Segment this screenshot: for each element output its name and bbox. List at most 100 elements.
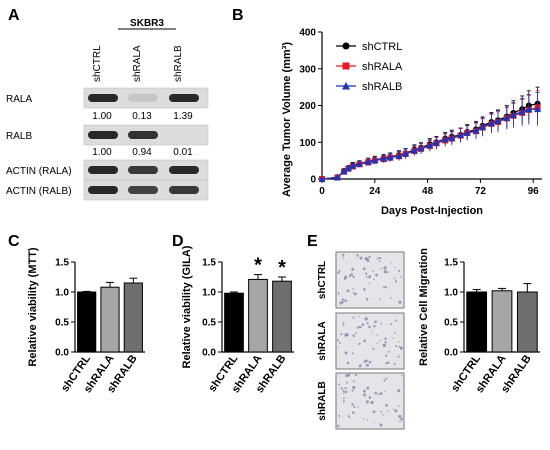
cell-dot xyxy=(364,272,368,275)
cell-dot xyxy=(358,342,361,346)
cell-dot xyxy=(380,322,383,325)
data-point xyxy=(534,105,542,113)
cell-dot xyxy=(365,298,369,301)
cell-dot xyxy=(373,324,376,328)
cell-dot xyxy=(340,333,343,336)
cell-dot xyxy=(362,267,366,271)
cell-dot xyxy=(361,323,365,326)
cell-dot xyxy=(393,277,396,280)
western-blot-panel: SKBR3 shCTRL shRALA shRALB RALA 1.00 0.13 1.3… xyxy=(6,18,209,201)
data-point xyxy=(426,141,434,149)
cell-dot xyxy=(379,298,382,301)
cell-line-label: SKBR3 xyxy=(130,18,164,29)
blot-band xyxy=(128,94,158,102)
y-axis-label: Relative Cell Migration xyxy=(418,248,430,366)
cell-dot xyxy=(383,379,386,382)
cell-dot xyxy=(383,269,387,274)
cell-dot xyxy=(339,301,343,305)
y-tick-label: 1.0 xyxy=(444,288,458,299)
data-point xyxy=(355,160,363,167)
cell-dot xyxy=(373,278,375,281)
cell-dot xyxy=(386,271,389,274)
cell-dot xyxy=(358,364,362,368)
x-tick-label: 72 xyxy=(475,186,487,197)
data-point xyxy=(525,105,533,113)
y-tick-label: 0.0 xyxy=(202,348,216,359)
blot-band xyxy=(169,166,199,174)
image-label: shCTRL xyxy=(317,261,328,299)
y-tick-label: 1.5 xyxy=(202,258,216,269)
x-axis-label: Days Post-Injection xyxy=(381,205,483,217)
bar xyxy=(248,278,268,353)
cell-dot xyxy=(353,405,356,409)
cell-dot xyxy=(387,410,389,412)
cell-dot xyxy=(390,262,392,264)
cell-dot xyxy=(397,355,400,358)
cell-dot xyxy=(400,417,404,421)
y-tick-label: 200 xyxy=(299,101,316,112)
cell-dot xyxy=(377,393,380,396)
cell-dot xyxy=(368,256,371,259)
cell-dot xyxy=(342,389,345,392)
data-point xyxy=(395,152,403,159)
data-point xyxy=(441,135,449,143)
cell-dot xyxy=(347,415,351,418)
cell-dot xyxy=(394,409,398,413)
x-tick-label: 0 xyxy=(319,186,325,197)
cell-dot xyxy=(345,333,349,337)
cell-dot xyxy=(368,396,372,400)
blot-band xyxy=(128,186,158,194)
cell-dot xyxy=(356,254,359,257)
cell-dot xyxy=(382,414,384,416)
cell-dot xyxy=(385,361,388,365)
cell-dot xyxy=(342,322,345,325)
cell-dot xyxy=(351,403,354,406)
cell-dot xyxy=(368,275,372,279)
cell-dot xyxy=(376,342,378,344)
data-point xyxy=(509,111,517,118)
cell-dot xyxy=(346,381,349,384)
lane-label: shRALA xyxy=(132,45,143,82)
cell-dot xyxy=(352,411,355,414)
cell-dot xyxy=(384,337,387,340)
cell-dot xyxy=(379,423,383,427)
data-point xyxy=(417,144,425,152)
y-axis-label: Relative viability (MTT) xyxy=(27,247,39,367)
cell-dot xyxy=(387,350,390,353)
y-tick-label: 0 xyxy=(310,175,316,186)
cell-dot xyxy=(342,397,345,400)
blot-band xyxy=(88,131,118,139)
cell-dot xyxy=(375,273,379,277)
legend-label: shRALA xyxy=(362,61,403,73)
cell-dot xyxy=(345,390,348,394)
blot-band xyxy=(88,186,118,194)
x-tick-label: 48 xyxy=(422,186,434,197)
data-point xyxy=(472,126,480,134)
cell-dot xyxy=(399,420,401,423)
legend-marker xyxy=(342,82,350,90)
data-point xyxy=(340,167,348,175)
y-tick-label: 0.0 xyxy=(444,348,458,359)
cell-dot xyxy=(376,257,379,260)
data-point xyxy=(448,134,456,141)
y-tick-label: 300 xyxy=(299,64,316,75)
cell-dot xyxy=(365,400,370,404)
legend-marker xyxy=(342,42,350,50)
cell-dot xyxy=(359,256,363,260)
y-tick-label: 1.0 xyxy=(202,288,216,299)
migration-images: shCTRL shRALA shRALB xyxy=(317,251,405,430)
cell-dot xyxy=(395,345,398,348)
y-tick-label: 0.0 xyxy=(55,348,69,359)
cell-dot xyxy=(368,360,372,364)
data-point xyxy=(344,164,352,172)
cell-dot xyxy=(376,334,378,336)
cell-dot xyxy=(394,280,398,283)
cell-dot xyxy=(371,330,373,332)
cell-dot xyxy=(373,421,376,424)
legend-label: shRALB xyxy=(362,81,402,93)
cell-dot xyxy=(374,320,377,324)
bar xyxy=(272,280,292,353)
data-point xyxy=(457,131,465,138)
